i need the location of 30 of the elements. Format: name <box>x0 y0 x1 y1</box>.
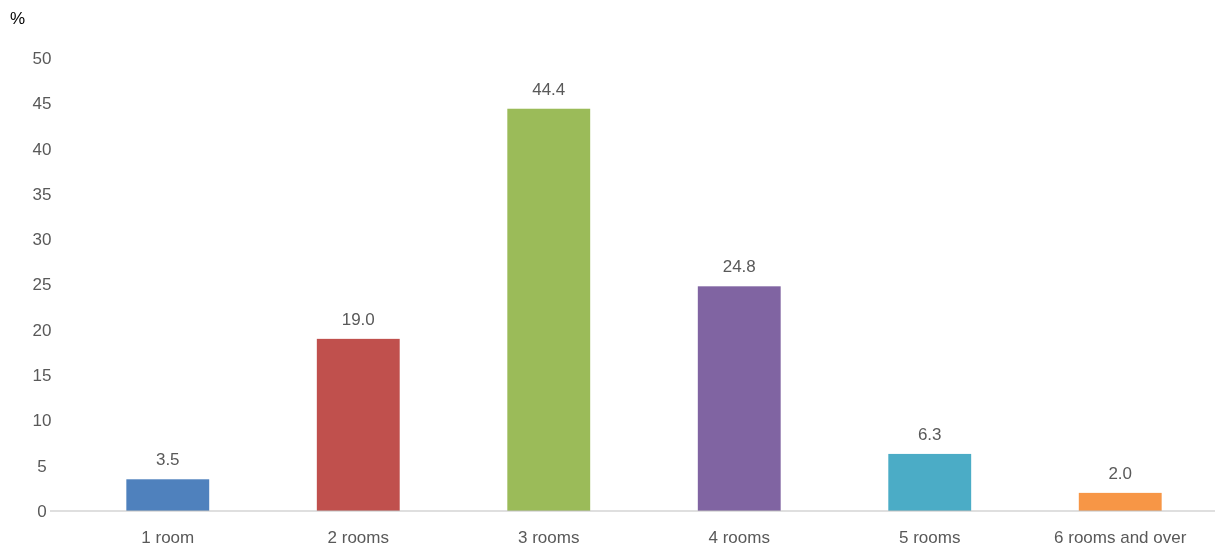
bar <box>507 108 591 511</box>
data-label: 2.0 <box>1108 463 1133 483</box>
y-tick-label: 10 <box>32 411 52 431</box>
x-tick-label: 6 rooms and over <box>1054 528 1187 547</box>
x-tick-label: 2 rooms <box>327 528 389 547</box>
y-tick-label: 45 <box>32 94 52 114</box>
y-tick-label: 15 <box>32 366 52 386</box>
data-label: 44.4 <box>532 79 566 99</box>
bar <box>1078 492 1162 511</box>
y-tick-label: 40 <box>32 139 52 159</box>
x-tick-label: 1 room <box>141 528 195 547</box>
y-tick-label: 5 <box>37 456 47 476</box>
x-tick-label: 4 rooms <box>708 528 770 547</box>
y-tick-label: 20 <box>32 320 52 340</box>
x-tick-label: 5 rooms <box>899 528 961 547</box>
bar <box>697 286 781 511</box>
y-axis-title: % <box>10 9 26 28</box>
data-label: 6.3 <box>917 424 942 444</box>
x-tick-label: 3 rooms <box>518 528 580 547</box>
data-label: 24.8 <box>722 257 756 277</box>
bar <box>126 479 210 511</box>
y-tick-label: 30 <box>32 230 52 250</box>
bar <box>888 453 972 511</box>
data-label: 19.0 <box>341 309 375 329</box>
data-label: 3.5 <box>155 450 180 470</box>
y-tick-label: 35 <box>32 184 52 204</box>
y-tick-label: 0 <box>37 501 47 521</box>
y-tick-label: 25 <box>32 275 52 295</box>
bar <box>316 338 400 511</box>
y-tick-label: 50 <box>32 48 52 68</box>
